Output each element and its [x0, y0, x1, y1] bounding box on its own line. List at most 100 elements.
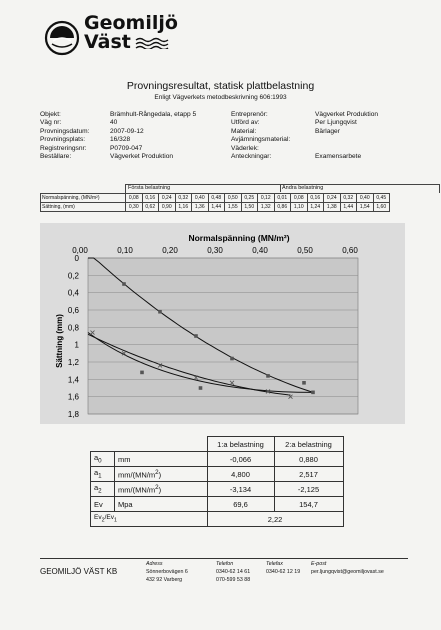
info-right-values: Vägverket Produktion Per Ljungqvist Bärlag…	[315, 111, 425, 161]
table-cell: 1,32	[257, 202, 275, 212]
info-right-label-1: Utförd av:	[231, 119, 260, 127]
page-subtitle: Enligt Vägverkets metodbeskrivning 606:1…	[154, 94, 287, 101]
results-row: a2 mm/(MN/m2) -3,134 -2,125	[90, 481, 344, 497]
info-right-value-1: Per Ljungqvist	[315, 119, 357, 127]
table-cell: 0,12	[257, 193, 275, 203]
table-cell: 1,36	[191, 202, 209, 212]
value-second: 154,7	[273, 496, 344, 512]
table-cell: 0,25	[240, 193, 258, 203]
settlement-chart: Normalspänning (MN/m²) Sättning (mm) 00,…	[55, 233, 359, 419]
info-left-label-4: Registreringsnr:	[40, 144, 87, 152]
first-load-point	[140, 370, 144, 375]
table-cell: 0,32	[174, 193, 192, 203]
table-cell: 0,62	[141, 202, 159, 212]
footer-email: E-post per.ljungqvist@geomiljovast.se	[311, 560, 384, 576]
table-cell: 1,55	[224, 202, 242, 212]
footer-email-label: E-post	[311, 561, 327, 567]
y-tick-label: 1	[75, 341, 80, 350]
info-right-value-5: Examensarbete	[315, 152, 362, 160]
info-left-label-2: Provningsdatum:	[40, 127, 90, 135]
table-cell: 0,16	[141, 193, 159, 203]
info-right-labels: Entreprenör: Utförd av: Material: Avjämning…	[231, 111, 315, 161]
y-tick-label: 0,2	[68, 271, 80, 280]
footer-phone: Telefon 0340-62 14 61 070-599 53 88	[216, 560, 250, 584]
table-cell: 1,24	[306, 202, 324, 212]
param-symbol: Ev	[90, 496, 115, 512]
info-right-label-2: Material:	[231, 127, 257, 135]
info-right-label-4: Väderlek:	[231, 144, 259, 152]
table-cell: 0,45	[372, 193, 390, 203]
first-load-point	[122, 282, 126, 286]
y-tick-label: 1,2	[68, 358, 80, 367]
results-row: a0 mm -0,066 0,880	[90, 451, 344, 467]
row-label: Sättning, (mm)	[40, 202, 126, 212]
value-first: 69,6	[206, 496, 275, 512]
x-tick-label: 0,20	[162, 246, 178, 255]
second-load-point	[288, 394, 293, 399]
table-cell: 1,54	[356, 202, 374, 212]
ratio-value: 2,22	[206, 511, 344, 527]
x-tick-label: 0,60	[342, 246, 358, 255]
footer-address-line-2: 432 92 Varberg	[146, 577, 183, 583]
info-left-label-1: Väg nr:	[40, 119, 62, 127]
first-load-point	[194, 334, 198, 338]
y-tick-label: 0,6	[68, 306, 80, 315]
table-cell: 0,01	[273, 193, 291, 203]
info-right-value-3	[315, 136, 425, 144]
x-tick-label: 0,40	[252, 246, 268, 255]
y-tick-label: 1,8	[68, 410, 80, 419]
param-unit: mm	[114, 451, 208, 467]
table-cell: 1,38	[323, 202, 341, 212]
settle-row: Sättning, (mm) 0,30 0,62 0,90 1,16 1,36 1,44 1,…	[40, 202, 390, 212]
second-load-header: Andra belastning	[282, 185, 324, 191]
second-load-point	[265, 389, 271, 394]
chart-panel: Normalspänning (MN/m²) Sättning (mm) 0 0,…	[40, 223, 405, 424]
info-left-labels: Objekt: Väg nr: Provningsdatum: Provningspl…	[40, 111, 110, 161]
table-cell: 1,10	[290, 202, 308, 212]
logo-emblem-icon	[44, 20, 80, 56]
param-symbol: a0	[90, 451, 115, 467]
y-tick-label: 1,6	[68, 393, 80, 402]
info-left-value-5: Vägverket Produktion	[110, 152, 174, 160]
first-load-point	[302, 381, 306, 385]
info-left-value-4: P0709-047	[110, 144, 143, 152]
stress-row: Normalspänning, (MN/m²) 0,08 0,16 0,24 0,32 0…	[40, 193, 390, 203]
chart-title: Normalspänning (MN/m²)	[188, 233, 289, 243]
info-left-value-0: Brämhult-Rångedala, etapp 5	[110, 111, 197, 118]
value-first: -3,134	[206, 481, 275, 497]
footer-email-line-1: per.ljungqvist@geomiljovast.se	[311, 569, 384, 575]
info-left-value-2: 2007-09-12	[110, 127, 144, 135]
value-first: 4,800	[206, 466, 275, 482]
table-cell: 1,50	[240, 202, 258, 212]
value-second: 0,880	[273, 451, 344, 467]
param-unit: mm/(MN/m2)	[114, 466, 208, 482]
table-cell: 0,40	[356, 193, 374, 203]
second-load-point	[90, 330, 95, 335]
x-tick-label: 0,10	[117, 246, 133, 255]
footer-address: Adress Sönnerbovägen 6 432 92 Varberg	[146, 560, 188, 584]
param-unit: mm/(MN/m2)	[114, 481, 208, 497]
table-cell: 1,44	[339, 202, 357, 212]
info-left-values: Brämhult-Rångedala, etapp 5 40 2007-09-12 1…	[110, 111, 250, 161]
logo-text: Geomiljö Väst	[84, 14, 178, 52]
footer-phone-label: Telefon	[216, 561, 234, 567]
footer-address-line-1: Sönnerbovägen 6	[146, 569, 188, 575]
table-cell: 0,32	[339, 193, 357, 203]
second-load-point	[157, 363, 163, 368]
footer-divider	[40, 558, 408, 559]
load-grid: Normalspänning, (MN/m²) 0,08 0,16 0,24 0,32 0…	[40, 193, 390, 212]
table-cell: 0,50	[224, 193, 242, 203]
company-logo: Geomiljö Väst	[44, 14, 184, 64]
value-second: 2,517	[273, 466, 344, 482]
plot-area	[87, 257, 359, 415]
footer-fax-line-1: 0340-62 12 19	[266, 569, 301, 575]
footer-company: GEOMILJÖ VÄST KB	[40, 567, 118, 576]
footer-phone-line-2: 070-599 53 88	[216, 577, 251, 583]
table-cell: 1,60	[372, 202, 390, 212]
second-load-point	[193, 375, 199, 380]
info-left-label-0: Objekt:	[40, 111, 61, 118]
unloading-curve	[87, 332, 314, 393]
row-label: Normalspänning, (MN/m²)	[40, 193, 126, 203]
table-cell: 0,90	[158, 202, 176, 212]
first-load-point	[266, 374, 270, 378]
